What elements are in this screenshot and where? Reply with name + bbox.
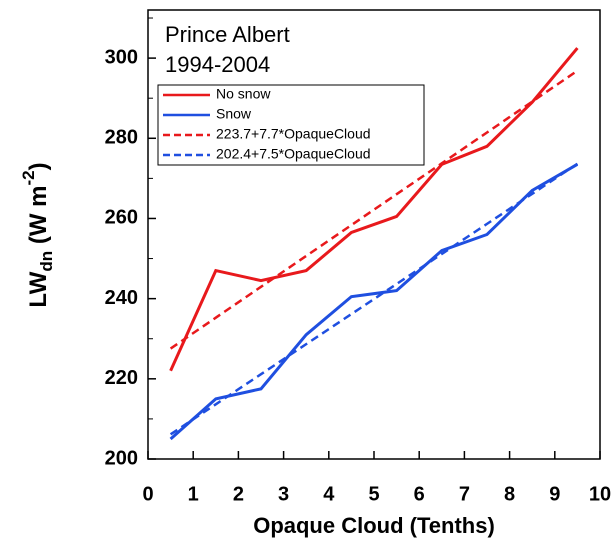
y-tick-label: 200 [105,447,138,469]
series-line [169,163,579,441]
x-tick-label: 9 [549,483,560,505]
x-tick-label: 1 [188,483,199,505]
legend-box [157,84,425,166]
chart-subtitle: 1994-2004 [165,52,270,77]
series-line [169,69,579,350]
y-tick-label: 280 [105,127,138,149]
x-tick-label: 0 [142,483,153,505]
y-label-sub: dn [37,251,56,272]
x-tick-label: 4 [323,483,335,505]
x-tick-label: 7 [459,483,470,505]
y-label-main: LW [25,271,52,307]
series-line [169,47,579,372]
y-tick-label: 260 [105,207,138,229]
y-axis-label: LWdn (W m-2) [19,162,56,307]
y-label-sup: -2 [19,170,38,185]
y-label-close: ) [25,162,52,170]
x-tick-label: 5 [368,483,379,505]
plot-frame [147,9,601,460]
y-tick-label: 220 [105,367,138,389]
y-tick-label: 240 [105,287,138,309]
y-label-unit: (W m [25,186,52,251]
x-tick-label: 3 [278,483,289,505]
chart-title: Prince Albert [165,22,290,47]
series-line [169,162,579,436]
legend-label: 202.4+7.5*OpaqueCloud [216,146,371,162]
x-tick-label: 8 [504,483,515,505]
legend-label: 223.7+7.7*OpaqueCloud [216,126,371,142]
x-tick-label: 6 [414,483,425,505]
x-tick-label: 10 [589,483,611,505]
legend-label: Snow [216,106,252,122]
x-axis-label: Opaque Cloud (Tenths) [253,513,495,538]
y-tick-label: 300 [105,46,138,68]
x-tick-label: 2 [233,483,244,505]
legend-label: No snow [216,86,271,102]
